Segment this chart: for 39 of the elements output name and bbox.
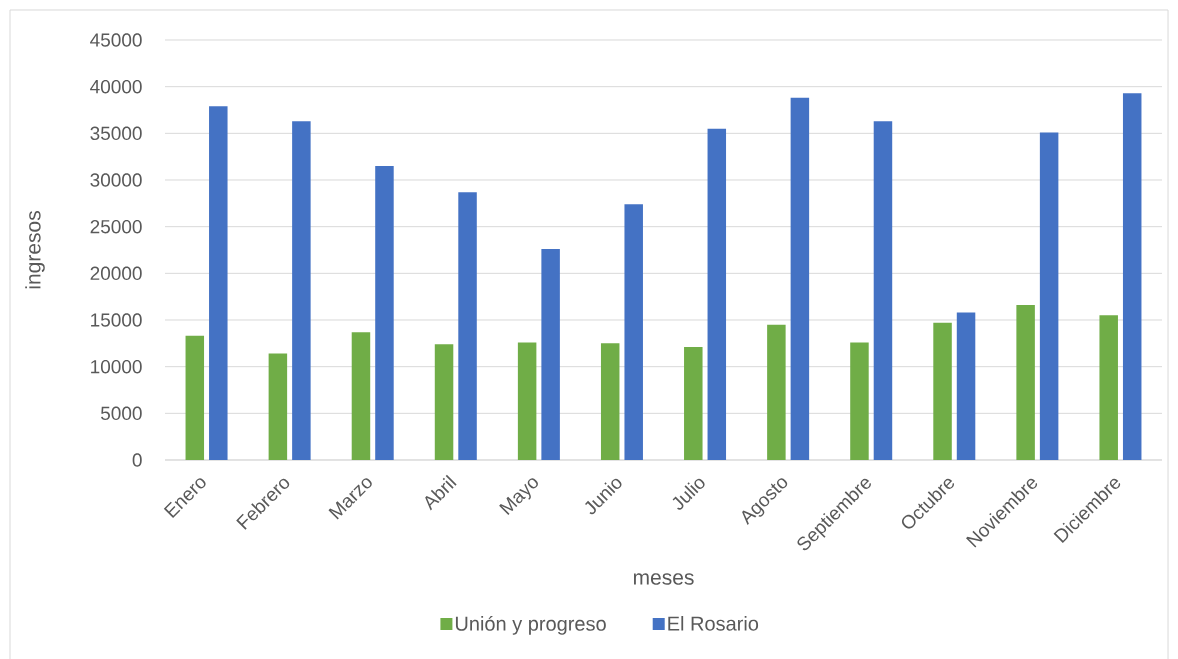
x-tick-label: Julio — [672, 478, 705, 510]
bar — [541, 249, 560, 460]
bar — [933, 322, 952, 460]
bar — [956, 312, 976, 460]
bar — [375, 166, 394, 460]
legend-label: El Rosario — [668, 616, 759, 631]
legend-label: Unión y progreso — [455, 615, 606, 635]
bar — [790, 97, 810, 460]
bar — [1099, 315, 1118, 460]
bar — [873, 121, 893, 460]
bar — [185, 335, 205, 460]
bar — [517, 342, 537, 460]
bar — [292, 121, 311, 460]
bar — [434, 344, 454, 460]
bar — [268, 353, 288, 460]
y-tick-label: 35000 — [90, 126, 142, 141]
y-tick-label: 25000 — [90, 219, 142, 234]
bar — [1122, 93, 1142, 460]
y-tick-label: 45000 — [90, 33, 142, 47]
bar — [458, 192, 477, 460]
x-axis-title: meses — [633, 573, 694, 585]
bar — [624, 204, 643, 460]
bar — [351, 332, 371, 460]
bar — [600, 343, 620, 460]
y-tick-label: 30000 — [90, 173, 142, 187]
y-axis-title: ingresos — [25, 211, 45, 289]
y-tick-label: 20000 — [90, 266, 142, 281]
y-tick-label: 40000 — [90, 79, 142, 94]
bar — [850, 342, 869, 460]
bar — [767, 324, 786, 460]
y-tick-label: 10000 — [91, 359, 142, 374]
y-tick-label: 15000 — [91, 313, 142, 327]
bar — [209, 106, 228, 460]
bar — [1016, 305, 1035, 460]
bar — [684, 347, 703, 460]
y-tick-label: 5000 — [100, 406, 142, 421]
y-tick-label: 0 — [132, 453, 142, 467]
bar — [1039, 132, 1059, 460]
bar — [707, 128, 727, 460]
